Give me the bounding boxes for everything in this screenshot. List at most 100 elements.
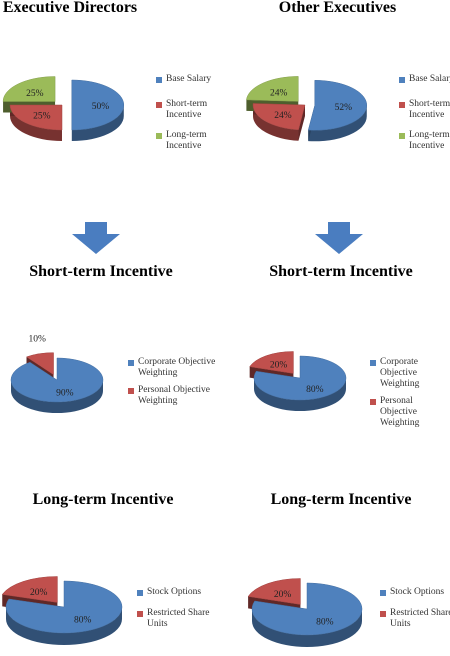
legend-long-term-right: Stock Options Restricted Share Units <box>380 587 450 639</box>
legend-swatch <box>399 77 405 83</box>
heading-long-term-right: Long-term Incentive <box>270 491 412 508</box>
legend-swatch <box>137 590 143 596</box>
legend-label: Base Salary <box>409 74 450 84</box>
down-arrow-icon-left <box>72 222 120 254</box>
legend-label: Stock Options <box>147 587 202 597</box>
pie-data-label: 24% <box>270 88 288 98</box>
pie-slice-side <box>71 105 124 141</box>
legend-swatch <box>380 611 386 617</box>
legend-long-term-left: Stock Options Restricted Share Units <box>137 587 217 639</box>
pie-slice-wall <box>10 105 62 141</box>
legend-short-term-right: Corporate Objective Weighting Personal O… <box>370 357 450 438</box>
pie-slice-long-term-incentive <box>246 76 299 102</box>
legend-short-term-left: Corporate Objective Weighting Personal O… <box>128 357 226 416</box>
legend-swatch <box>156 133 162 139</box>
pie-data-label: 25% <box>26 89 44 99</box>
heading-short-term-left: Short-term Incentive <box>29 263 173 280</box>
legend-item: Corporate Objective Weighting <box>128 357 226 379</box>
legend-swatch <box>370 360 376 366</box>
pie-data-label: 50% <box>92 102 110 112</box>
pie-slice-short-term-incentive <box>9 104 63 131</box>
pie-slices <box>247 578 363 647</box>
pie-slice-corporate-objective-weighting <box>253 355 347 401</box>
legend-swatch <box>399 133 405 139</box>
pie-slice-base-salary <box>71 79 125 131</box>
legend-item: Stock Options <box>137 587 217 598</box>
legend-item: Restricted Share Units <box>380 608 450 630</box>
pie-slice-personal-objective-weighting <box>25 352 54 376</box>
pie-slices <box>10 352 104 413</box>
legend-label: Stock Options <box>390 587 445 597</box>
legend-swatch <box>380 590 386 596</box>
pie-slices <box>246 76 368 142</box>
heading-long-term-left: Long-term Incentive <box>32 491 174 508</box>
pie-slice-short-term-incentive <box>252 103 306 131</box>
legend-label: Restricted Share Units <box>390 608 450 629</box>
heading-other-executives: Other Executives <box>278 0 397 16</box>
legend-swatch <box>137 611 143 617</box>
legend-label: Corporate Objective Weighting <box>138 357 216 378</box>
pie-data-label: 24% <box>274 111 292 121</box>
down-arrow-shape <box>72 222 120 254</box>
legend-label: Short-term Incentive <box>166 99 208 120</box>
pie-slices <box>2 76 125 141</box>
legend-label: Restricted Share Units <box>147 608 210 629</box>
legend-item: Restricted Share Units <box>137 608 217 630</box>
legend-swatch <box>156 77 162 83</box>
legend-item: Short-term Incentive <box>156 99 244 121</box>
pie-slice-wall <box>254 378 346 411</box>
legend-swatch <box>128 388 134 394</box>
legend-item: Long-term Incentive <box>399 130 450 152</box>
pie-slice-restricted-share-units <box>247 578 301 605</box>
pie-slices <box>1 576 123 645</box>
pie-data-label: 52% <box>335 103 353 113</box>
pie-slice-long-term-incentive <box>2 76 56 102</box>
pie-slice-wall <box>308 105 367 142</box>
down-arrow-shape <box>315 222 363 254</box>
legend-item: Short-term Incentive <box>399 99 450 121</box>
legend-item: Base Salary <box>399 74 450 85</box>
heading-executive-directors: Executive Directors <box>2 0 138 16</box>
heading-short-term-right: Short-term Incentive <box>269 263 413 280</box>
pie-slice-stock-options <box>5 580 123 634</box>
legend-item: Corporate Objective Weighting <box>370 357 450 390</box>
legend-swatch <box>128 360 134 366</box>
pie-data-label: 20% <box>30 588 48 598</box>
legend-item: Stock Options <box>380 587 450 598</box>
legend-label: Base Salary <box>166 74 212 84</box>
pie-slice-wall <box>6 607 122 645</box>
pie-slice-wall <box>71 105 124 141</box>
legend-item: Base Salary <box>156 74 244 85</box>
legend-executive-directors: Base Salary Short-term Incentive Long-te… <box>156 74 244 161</box>
legend-label: Personal Objective Weighting <box>138 385 211 406</box>
pie-slice-corporate-objective-weighting <box>10 357 104 403</box>
legend-label: Long-term Incentive <box>166 130 207 151</box>
legend-swatch <box>399 102 405 108</box>
legend-other-executives: Base Salary Short-term Incentive Long-te… <box>399 74 450 161</box>
pie-data-label: 80% <box>316 618 334 628</box>
legend-swatch <box>156 102 162 108</box>
pie-data-label: 25% <box>33 112 51 122</box>
down-arrow-icon-right <box>315 222 363 254</box>
pie-slice-personal-objective-weighting <box>249 351 294 374</box>
legend-label: Long-term Incentive <box>409 130 450 151</box>
legend-label: Short-term Incentive <box>409 99 450 120</box>
pie-data-label: 10% <box>28 334 46 344</box>
pie-data-label: 80% <box>306 385 324 395</box>
pie-slices <box>249 351 347 411</box>
legend-swatch <box>370 399 376 405</box>
pie-slice-restricted-share-units <box>1 576 58 603</box>
legend-item: Long-term Incentive <box>156 130 244 152</box>
pie-slice-wall <box>11 380 103 413</box>
legend-item: Personal Objective Weighting <box>370 396 450 429</box>
pie-slice-wall <box>253 105 299 141</box>
pie-data-label: 20% <box>270 361 288 371</box>
legend-item: Personal Objective Weighting <box>128 385 226 407</box>
pie-slice-wall <box>252 609 362 647</box>
